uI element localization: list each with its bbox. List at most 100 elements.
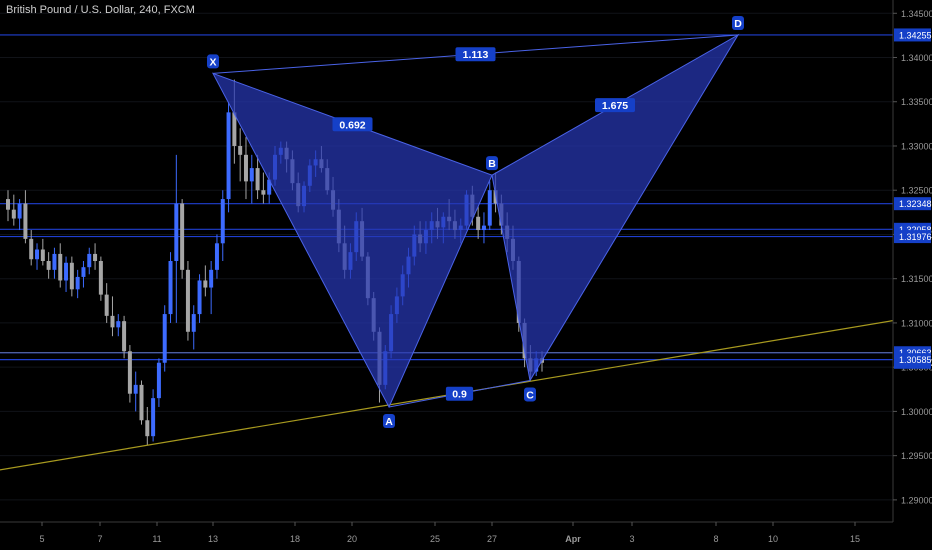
price-tick-label: 1.31000	[901, 318, 932, 328]
price-label[interactable]: 1.31976	[894, 230, 932, 244]
ratio-label-text: 0.692	[339, 119, 365, 131]
candle[interactable]	[104, 283, 109, 323]
candle[interactable]	[255, 154, 260, 200]
candle-body	[168, 261, 173, 315]
candle[interactable]	[40, 238, 45, 266]
price-tick-label: 1.33000	[901, 141, 932, 151]
point-label-bg	[383, 413, 395, 428]
price-label[interactable]: 1.32348	[894, 197, 932, 211]
candle[interactable]	[243, 137, 248, 200]
point-label-bg	[207, 54, 219, 69]
time-tick-label: 10	[768, 534, 778, 544]
ratio-label-bg	[445, 386, 474, 401]
candle[interactable]	[98, 256, 103, 301]
pattern-bcd-triangle[interactable]	[491, 33, 740, 382]
price-label[interactable]: 1.34255	[894, 28, 932, 42]
price-label-bg	[894, 230, 931, 244]
ratio-label[interactable]: 0.9	[445, 386, 474, 401]
candle[interactable]	[23, 190, 28, 244]
price-label-text: 1.34255	[899, 30, 932, 40]
candle[interactable]	[122, 315, 127, 359]
price-label-text: 1.31976	[899, 232, 932, 242]
candle[interactable]	[476, 206, 481, 239]
candle[interactable]	[487, 181, 492, 231]
ratio-label[interactable]: 1.675	[595, 98, 635, 113]
candle[interactable]	[226, 101, 231, 213]
price-tick-label: 1.34500	[901, 9, 932, 19]
candle[interactable]	[209, 261, 214, 315]
candle-body	[249, 168, 254, 182]
ratio-label[interactable]: 1.113	[455, 47, 496, 62]
candle[interactable]	[64, 256, 69, 292]
candle-body	[209, 269, 214, 288]
candle[interactable]	[81, 261, 86, 288]
candle[interactable]	[17, 199, 22, 231]
candle[interactable]	[11, 194, 16, 226]
candle-body	[476, 216, 481, 231]
point-label-bg	[524, 387, 536, 402]
price-label-bg	[894, 353, 931, 367]
candle[interactable]	[261, 172, 266, 204]
candle[interactable]	[238, 128, 243, 182]
candle[interactable]	[75, 269, 80, 299]
candle-body	[156, 362, 161, 399]
candle-body	[110, 315, 115, 328]
pattern-point-b[interactable]: B	[486, 156, 498, 171]
pattern-point-d[interactable]: D	[732, 15, 744, 30]
symbol-title[interactable]: British Pound / U.S. Dollar, 240, FXCM	[6, 4, 195, 16]
candle-body	[127, 351, 132, 394]
candle[interactable]	[145, 406, 150, 446]
point-label-bg	[486, 156, 498, 171]
candle[interactable]	[127, 345, 132, 403]
candle[interactable]	[133, 371, 138, 412]
pattern-point-c[interactable]: C	[524, 387, 536, 402]
time-axis[interactable]: 5 7 11 13 18 20 25 27 Apr 3 8 10 15	[0, 521, 893, 550]
candle[interactable]	[156, 358, 161, 407]
pattern-point-x[interactable]: X	[207, 54, 219, 69]
price-tick-label: 1.34000	[901, 53, 932, 63]
candle-body	[87, 253, 92, 268]
candle[interactable]	[197, 274, 202, 323]
time-tick-label: 13	[208, 534, 218, 544]
candle[interactable]	[191, 305, 196, 350]
candle[interactable]	[116, 314, 121, 337]
candle[interactable]	[139, 380, 144, 425]
candle[interactable]	[52, 247, 57, 279]
candle[interactable]	[110, 296, 115, 337]
candle-body	[116, 321, 121, 328]
candle-body	[487, 190, 492, 226]
candle[interactable]	[481, 212, 486, 244]
ratio-label-text: 0.9	[452, 389, 467, 401]
candle[interactable]	[87, 247, 92, 275]
trendline[interactable]	[0, 319, 896, 471]
time-tick-label: 8	[713, 534, 718, 544]
candle[interactable]	[214, 234, 219, 279]
price-axis[interactable]: 1.290001.295001.300001.305001.310001.315…	[892, 0, 932, 550]
candle[interactable]	[249, 154, 254, 204]
candle[interactable]	[203, 265, 208, 297]
candle[interactable]	[29, 230, 34, 266]
candle[interactable]	[46, 252, 51, 279]
pattern-point-a[interactable]: A	[383, 413, 395, 428]
candle[interactable]	[58, 243, 63, 288]
candle[interactable]	[162, 305, 167, 372]
candle-body	[203, 280, 208, 288]
candle[interactable]	[180, 199, 185, 279]
price-label[interactable]: 1.30585	[894, 353, 932, 367]
candle-body	[261, 190, 266, 195]
candle[interactable]	[35, 243, 40, 270]
candle-body	[243, 154, 248, 182]
point-label-text: B	[488, 158, 496, 170]
candle[interactable]	[151, 389, 156, 442]
candle[interactable]	[220, 190, 225, 261]
candle[interactable]	[93, 243, 98, 270]
candle[interactable]	[168, 252, 173, 323]
harmonic-pattern[interactable]: 1.113 0.692 1.675 0.9 X A B C D	[207, 15, 744, 428]
ratio-label[interactable]: 0.692	[332, 117, 373, 132]
candle[interactable]	[6, 190, 10, 222]
candle-body	[23, 203, 28, 239]
candle[interactable]	[174, 154, 179, 323]
candle[interactable]	[185, 261, 190, 341]
candle[interactable]	[69, 256, 74, 297]
